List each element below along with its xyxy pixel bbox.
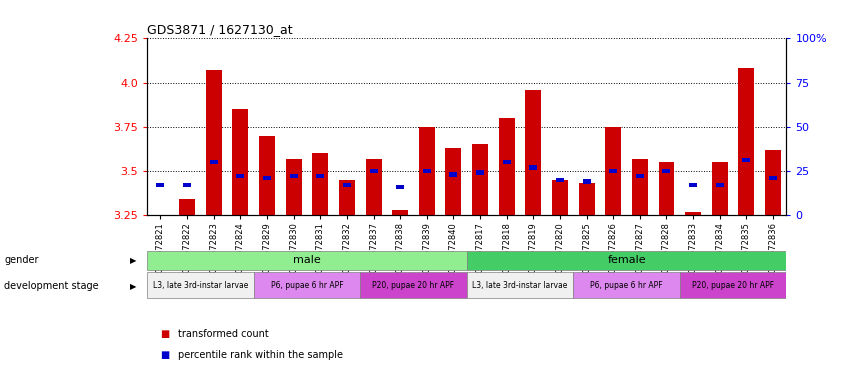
Bar [183, 183, 191, 187]
Text: ▶: ▶ [130, 281, 137, 291]
Text: P20, pupae 20 hr APF: P20, pupae 20 hr APF [373, 281, 454, 290]
Bar [659, 162, 674, 215]
Text: P6, pupae 6 hr APF: P6, pupae 6 hr APF [590, 281, 663, 290]
Bar [286, 159, 302, 215]
Bar [632, 159, 648, 215]
Bar [156, 183, 165, 187]
Bar [499, 118, 515, 215]
Text: ■: ■ [160, 350, 169, 360]
Text: GDS3871 / 1627130_at: GDS3871 / 1627130_at [147, 23, 293, 36]
Bar [446, 148, 462, 215]
Text: female: female [607, 255, 646, 265]
Bar [419, 127, 435, 215]
Bar [147, 272, 254, 298]
Bar [636, 174, 644, 179]
Bar [526, 89, 542, 215]
Bar [556, 177, 564, 182]
Text: development stage: development stage [4, 281, 99, 291]
Text: transformed count: transformed count [178, 329, 269, 339]
Bar [263, 176, 271, 180]
Bar [259, 136, 275, 215]
Bar [343, 183, 351, 187]
Bar [606, 127, 621, 215]
Bar [369, 169, 378, 173]
Text: P6, pupae 6 hr APF: P6, pupae 6 hr APF [271, 281, 343, 290]
Bar [179, 199, 195, 215]
Bar [289, 174, 298, 179]
Bar [396, 185, 405, 189]
Bar [552, 180, 568, 215]
Bar [503, 160, 510, 164]
Bar [254, 272, 360, 298]
Bar [467, 251, 786, 270]
Bar [738, 68, 754, 215]
Bar [476, 170, 484, 175]
Bar [312, 153, 328, 215]
Bar [206, 70, 222, 215]
Bar [467, 272, 574, 298]
Text: L3, late 3rd-instar larvae: L3, late 3rd-instar larvae [153, 281, 248, 290]
Text: percentile rank within the sample: percentile rank within the sample [178, 350, 343, 360]
Bar [449, 172, 458, 177]
Bar [423, 169, 431, 173]
Text: L3, late 3rd-instar larvae: L3, late 3rd-instar larvae [473, 281, 568, 290]
Bar [339, 180, 355, 215]
Text: ▶: ▶ [130, 256, 137, 265]
Bar [209, 160, 218, 164]
Bar [579, 183, 595, 215]
Bar [743, 158, 750, 162]
Bar [711, 162, 727, 215]
Bar [529, 165, 537, 170]
Text: P20, pupae 20 hr APF: P20, pupae 20 hr APF [692, 281, 774, 290]
Bar [316, 174, 325, 179]
Text: male: male [294, 255, 320, 265]
Bar [147, 251, 467, 270]
Bar [609, 169, 617, 173]
Bar [366, 159, 382, 215]
Bar [472, 144, 488, 215]
Bar [232, 109, 248, 215]
Bar [583, 179, 590, 184]
Bar [663, 169, 670, 173]
Text: gender: gender [4, 255, 39, 265]
Bar [769, 176, 777, 180]
Bar [685, 212, 701, 215]
Bar [689, 183, 697, 187]
Text: ■: ■ [160, 329, 169, 339]
Bar [716, 183, 724, 187]
Bar [236, 174, 245, 179]
Bar [392, 210, 408, 215]
Bar [765, 150, 781, 215]
Bar [680, 272, 786, 298]
Bar [574, 272, 680, 298]
Bar [360, 272, 467, 298]
